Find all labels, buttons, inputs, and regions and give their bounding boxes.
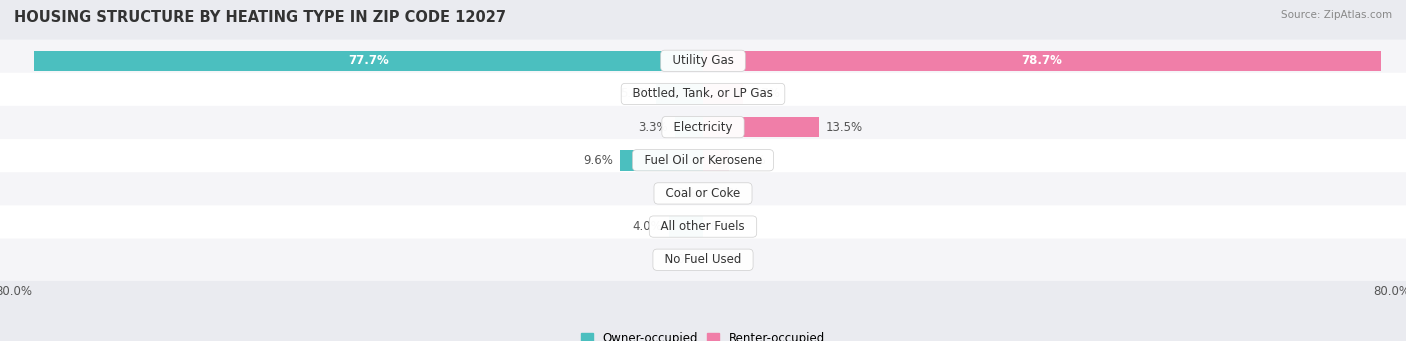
Text: Bottled, Tank, or LP Gas: Bottled, Tank, or LP Gas (626, 87, 780, 101)
Text: 13.5%: 13.5% (827, 121, 863, 134)
FancyBboxPatch shape (0, 139, 1406, 181)
Legend: Owner-occupied, Renter-occupied: Owner-occupied, Renter-occupied (576, 328, 830, 341)
Text: No Fuel Used: No Fuel Used (657, 253, 749, 266)
Bar (703, 84, 744, 104)
Bar (34, 50, 703, 71)
Text: Source: ZipAtlas.com: Source: ZipAtlas.com (1281, 10, 1392, 20)
Text: 3.0%: 3.0% (735, 154, 765, 167)
Bar (703, 150, 728, 170)
Text: 78.7%: 78.7% (1021, 54, 1063, 67)
Text: 0.0%: 0.0% (710, 253, 740, 266)
FancyBboxPatch shape (0, 73, 1406, 115)
FancyBboxPatch shape (0, 40, 1406, 82)
Text: 0.0%: 0.0% (666, 187, 696, 200)
Bar (657, 84, 703, 104)
Bar (675, 117, 703, 137)
Text: 4.7%: 4.7% (751, 87, 780, 101)
Bar (620, 150, 703, 170)
FancyBboxPatch shape (0, 238, 1406, 281)
Text: Utility Gas: Utility Gas (665, 54, 741, 67)
Bar (669, 216, 703, 237)
Text: 77.7%: 77.7% (349, 54, 389, 67)
Text: Electricity: Electricity (666, 121, 740, 134)
FancyBboxPatch shape (0, 106, 1406, 148)
FancyBboxPatch shape (0, 172, 1406, 214)
Bar (703, 117, 820, 137)
Text: 0.0%: 0.0% (710, 187, 740, 200)
FancyBboxPatch shape (0, 205, 1406, 248)
Text: All other Fuels: All other Fuels (654, 220, 752, 233)
Text: Coal or Coke: Coal or Coke (658, 187, 748, 200)
Text: 9.6%: 9.6% (583, 154, 613, 167)
Text: 0.0%: 0.0% (666, 253, 696, 266)
Bar (703, 50, 1381, 71)
Text: 0.0%: 0.0% (710, 220, 740, 233)
Text: 5.4%: 5.4% (620, 87, 650, 101)
Text: 3.3%: 3.3% (638, 121, 668, 134)
Text: 4.0%: 4.0% (631, 220, 662, 233)
Text: HOUSING STRUCTURE BY HEATING TYPE IN ZIP CODE 12027: HOUSING STRUCTURE BY HEATING TYPE IN ZIP… (14, 10, 506, 25)
Text: Fuel Oil or Kerosene: Fuel Oil or Kerosene (637, 154, 769, 167)
